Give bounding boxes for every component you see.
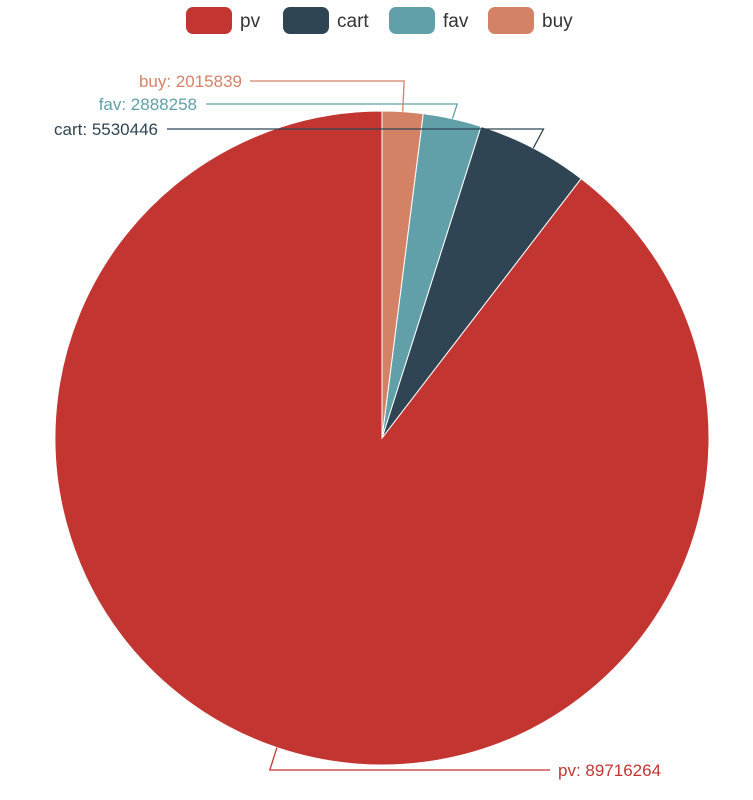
slice-label-group-fav: fav: 2888258 bbox=[99, 95, 459, 119]
leader-line-fav bbox=[206, 103, 459, 119]
legend-swatch-pv bbox=[186, 7, 232, 34]
leader-line-buy bbox=[250, 80, 405, 112]
slice-label-fav: fav: 2888258 bbox=[99, 95, 197, 114]
legend-item-cart[interactable]: cart bbox=[283, 7, 369, 34]
legend-swatch-fav bbox=[389, 7, 435, 34]
leader-line-pv bbox=[268, 747, 550, 771]
legend-item-pv[interactable]: pv bbox=[186, 7, 261, 34]
pie-slices bbox=[54, 110, 710, 766]
legend-label-pv: pv bbox=[240, 11, 261, 32]
chart-legend: pv cart fav buy bbox=[186, 7, 573, 34]
slice-label-group-cart: cart: 5530446 bbox=[54, 120, 545, 149]
slice-label-pv: pv: 89716264 bbox=[558, 761, 661, 780]
legend-label-buy: buy bbox=[542, 11, 573, 32]
legend-swatch-cart bbox=[283, 7, 329, 34]
legend-label-cart: cart bbox=[337, 11, 369, 32]
pie-labels: pv: 89716264 cart: 5530446 fav: 2888258 buy… bbox=[54, 72, 661, 780]
legend-label-fav: fav bbox=[443, 11, 469, 32]
slice-label-group-buy: buy: 2015839 bbox=[139, 72, 405, 112]
legend-item-buy[interactable]: buy bbox=[488, 7, 573, 34]
slice-label-group-pv: pv: 89716264 bbox=[268, 747, 661, 780]
slice-label-cart: cart: 5530446 bbox=[54, 120, 158, 139]
leader-line-cart bbox=[167, 128, 545, 149]
legend-item-fav[interactable]: fav bbox=[389, 7, 469, 34]
legend-swatch-buy bbox=[488, 7, 534, 34]
slice-label-buy: buy: 2015839 bbox=[139, 72, 242, 91]
